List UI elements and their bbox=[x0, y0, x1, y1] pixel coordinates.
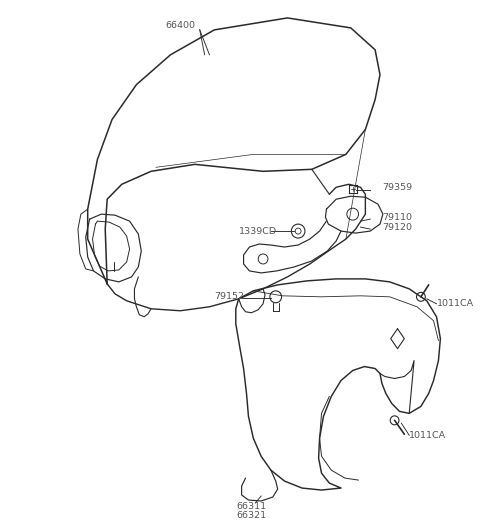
Text: 1011CA: 1011CA bbox=[436, 299, 474, 309]
Text: 1339CD: 1339CD bbox=[239, 227, 277, 235]
Text: 66311: 66311 bbox=[236, 502, 266, 511]
Text: 66400: 66400 bbox=[165, 21, 195, 30]
Text: 79120: 79120 bbox=[382, 222, 412, 232]
Text: 1011CA: 1011CA bbox=[409, 431, 446, 440]
Text: 79152: 79152 bbox=[215, 292, 244, 301]
Text: 79359: 79359 bbox=[382, 183, 412, 192]
Text: 66321: 66321 bbox=[236, 511, 266, 520]
Text: 79110: 79110 bbox=[382, 212, 412, 222]
